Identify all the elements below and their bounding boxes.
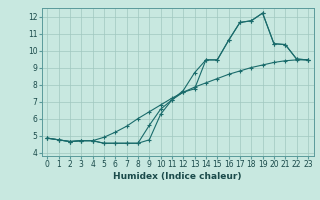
X-axis label: Humidex (Indice chaleur): Humidex (Indice chaleur) [113, 172, 242, 181]
